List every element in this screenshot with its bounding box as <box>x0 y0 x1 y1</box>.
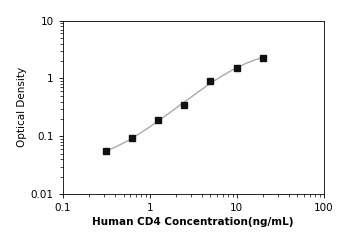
X-axis label: Human CD4 Concentration(ng/mL): Human CD4 Concentration(ng/mL) <box>92 217 294 227</box>
Y-axis label: Optical Density: Optical Density <box>17 67 27 147</box>
